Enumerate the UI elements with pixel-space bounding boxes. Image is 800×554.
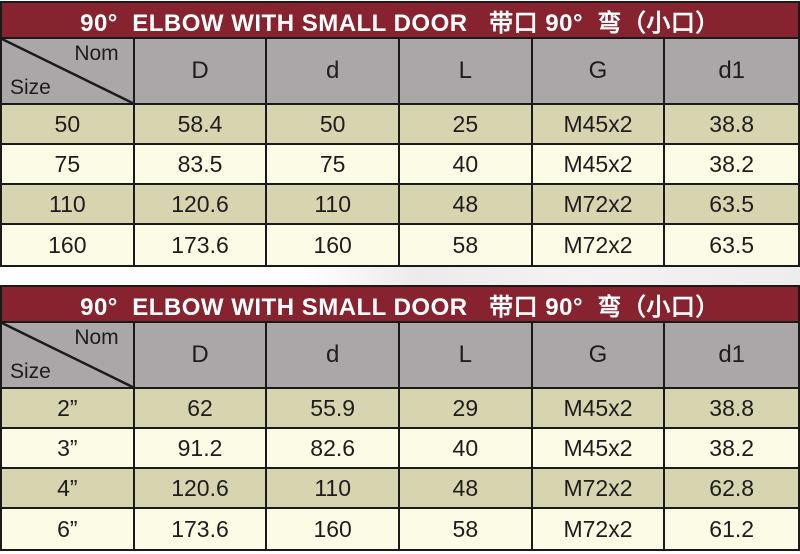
table-cell: M45x2 — [533, 429, 666, 469]
corner-label-size: Size — [10, 76, 51, 100]
table-cell: 110 — [267, 185, 400, 225]
table-title: 90° ELBOW WITH SMALL DOOR 带口 90° 弯（小口） — [80, 3, 720, 38]
column-header-G: G — [533, 39, 666, 105]
table-cell: 58 — [400, 509, 533, 549]
table-cell: 29 — [400, 389, 533, 429]
table-cell: 173.6 — [135, 509, 268, 549]
table-cell: 160 — [2, 225, 135, 265]
table-cell: M45x2 — [533, 105, 666, 145]
column-header-G: G — [533, 323, 666, 389]
table-cell: 58.4 — [135, 105, 268, 145]
table-cell: M72x2 — [533, 185, 666, 225]
table-cell: 82.6 — [267, 429, 400, 469]
table-cell: 55.9 — [267, 389, 400, 429]
table-title-bar: 90° ELBOW WITH SMALL DOOR 带口 90° 弯（小口） — [2, 287, 798, 323]
table-cell: 61.2 — [665, 509, 798, 549]
table-cell: 62 — [135, 389, 268, 429]
table-cell: 40 — [400, 429, 533, 469]
table-cell: 91.2 — [135, 429, 268, 469]
table-cell: 160 — [267, 225, 400, 265]
table-cell: M45x2 — [533, 389, 666, 429]
catalog-page: 90° ELBOW WITH SMALL DOOR 带口 90° 弯（小口） N… — [0, 0, 800, 551]
table-title-bar: 90° ELBOW WITH SMALL DOOR 带口 90° 弯（小口） — [2, 3, 798, 39]
table-cell: M45x2 — [533, 145, 666, 185]
column-header-d: d — [267, 323, 400, 389]
table-cell: 38.8 — [665, 105, 798, 145]
table-cell: M72x2 — [533, 509, 666, 549]
table-cell: 75 — [267, 145, 400, 185]
column-header-d1: d1 — [665, 39, 798, 105]
table-cell: 40 — [400, 145, 533, 185]
table-cell: M72x2 — [533, 225, 666, 265]
column-header-d1: d1 — [665, 323, 798, 389]
table-cell: 38.2 — [665, 145, 798, 185]
table-cell: 2” — [2, 389, 135, 429]
table-cell: 110 — [2, 185, 135, 225]
table-cell: 110 — [267, 469, 400, 509]
corner-label-nom: Nom — [74, 326, 118, 350]
spec-table-inch: 90° ELBOW WITH SMALL DOOR 带口 90° 弯（小口） N… — [0, 285, 800, 551]
table-cell: 38.8 — [665, 389, 798, 429]
table-cell: 63.5 — [665, 225, 798, 265]
table-cell: 160 — [267, 509, 400, 549]
table-cell: M72x2 — [533, 469, 666, 509]
table-cell: 120.6 — [135, 185, 268, 225]
table-grid: Nom Size D d L G d1 50 58.4 50 25 M45x2 … — [2, 39, 798, 265]
table-cell: 6” — [2, 509, 135, 549]
corner-label-size: Size — [10, 360, 51, 384]
table-cell: 25 — [400, 105, 533, 145]
table-cell: 173.6 — [135, 225, 268, 265]
column-header-D: D — [135, 39, 268, 105]
table-cell: 63.5 — [665, 185, 798, 225]
table-title: 90° ELBOW WITH SMALL DOOR 带口 90° 弯（小口） — [80, 287, 720, 322]
table-cell: 48 — [400, 469, 533, 509]
column-header-d: d — [267, 39, 400, 105]
table-cell: 3” — [2, 429, 135, 469]
table-cell: 58 — [400, 225, 533, 265]
table-grid: Nom Size D d L G d1 2” 62 55.9 29 M45x2 … — [2, 323, 798, 549]
table-separator — [0, 267, 800, 285]
column-header-L: L — [400, 39, 533, 105]
table-cell: 4” — [2, 469, 135, 509]
corner-label-nom: Nom — [74, 42, 118, 66]
table-cell: 75 — [2, 145, 135, 185]
table-cell: 38.2 — [665, 429, 798, 469]
corner-header-cell: Nom Size — [2, 39, 135, 105]
spec-table-metric: 90° ELBOW WITH SMALL DOOR 带口 90° 弯（小口） N… — [0, 1, 800, 267]
table-cell: 50 — [2, 105, 135, 145]
column-header-D: D — [135, 323, 268, 389]
corner-header-cell: Nom Size — [2, 323, 135, 389]
table-cell: 48 — [400, 185, 533, 225]
table-cell: 50 — [267, 105, 400, 145]
table-cell: 120.6 — [135, 469, 268, 509]
column-header-L: L — [400, 323, 533, 389]
table-cell: 83.5 — [135, 145, 268, 185]
table-cell: 62.8 — [665, 469, 798, 509]
